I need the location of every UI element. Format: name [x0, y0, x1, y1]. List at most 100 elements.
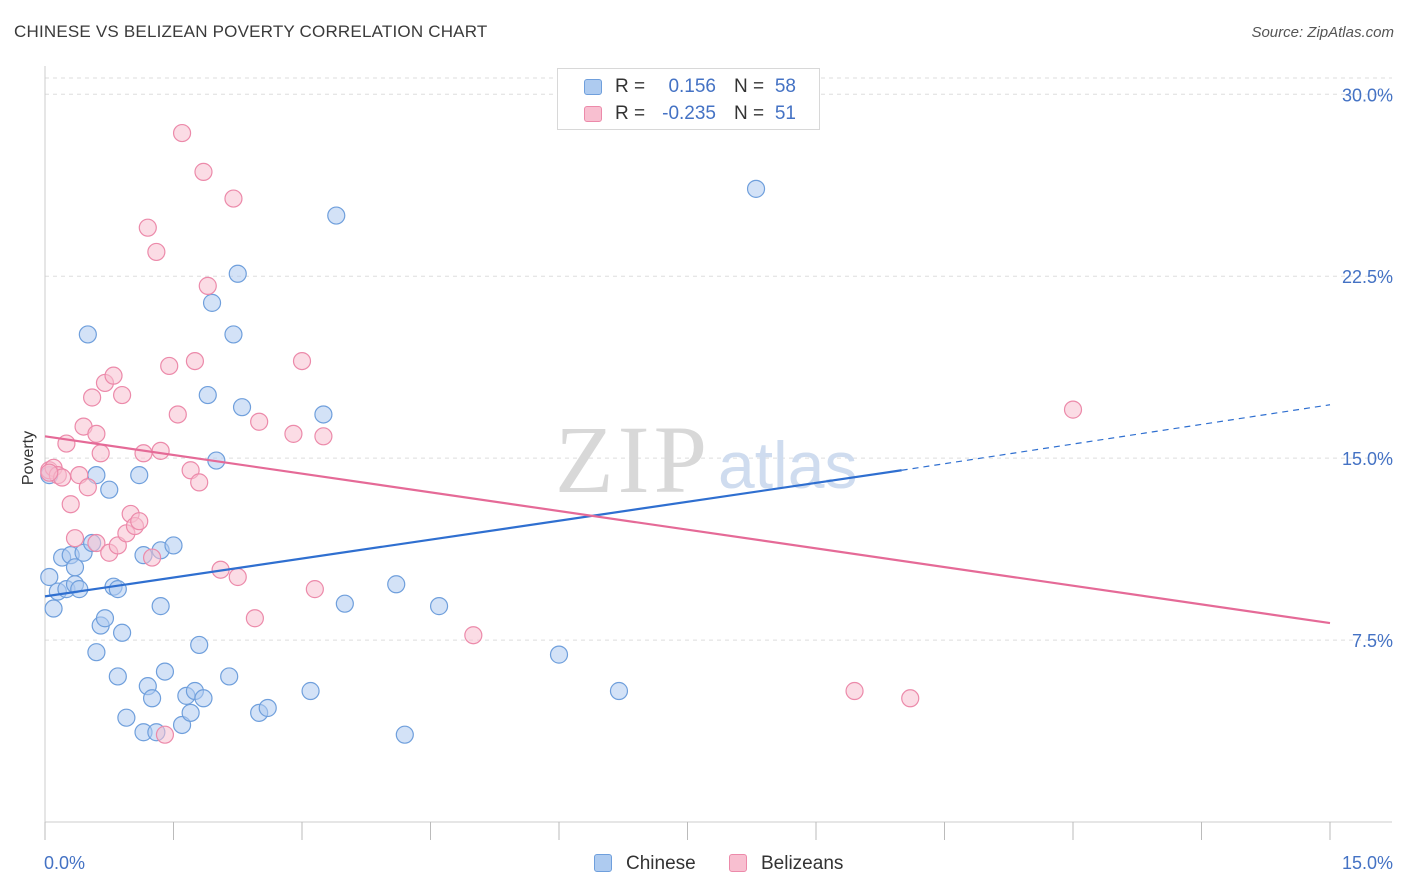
belizean-point	[87, 424, 106, 443]
chinese-point	[142, 689, 162, 708]
chinese-point	[65, 558, 85, 577]
chinese-point	[429, 597, 449, 616]
belizean-point	[901, 689, 920, 708]
x-tick-label: 0.0%	[44, 853, 85, 873]
belizean-point	[65, 529, 85, 548]
x-tick-label: 15.0%	[1342, 853, 1393, 873]
y-tick-label: 15.0%	[1342, 449, 1393, 469]
chinese-point	[190, 635, 209, 655]
chinese-point	[108, 667, 127, 686]
chinese-swatch	[594, 854, 612, 872]
belizean-point	[172, 123, 192, 143]
n-value: 58	[774, 76, 796, 97]
belizean-point	[224, 189, 243, 208]
r-value: 0.156	[668, 76, 716, 97]
belizean-swatch	[729, 854, 747, 872]
belizean-swatch	[584, 106, 602, 122]
watermark-atlas: atlas	[718, 428, 857, 502]
belizean-point	[91, 444, 110, 463]
y-tick-label: 30.0%	[1342, 85, 1393, 105]
chinese-point	[198, 385, 217, 405]
r-label: R =	[615, 103, 646, 124]
chinese-trendline-extension	[901, 404, 1331, 471]
chinese-point	[232, 398, 252, 417]
chinese-point	[258, 698, 277, 718]
chinese-point	[164, 536, 183, 555]
chinese-point	[335, 594, 354, 613]
belizean-point	[104, 366, 123, 385]
n-label: N =	[734, 76, 765, 97]
stats-legend: R = 0.156 N = 58 R = -0.235 N = 51	[557, 68, 820, 130]
belizean-point	[292, 351, 312, 371]
belizean-point	[87, 533, 106, 553]
chinese-point	[112, 623, 132, 642]
chinese-point	[202, 293, 222, 312]
chinese-point	[44, 599, 63, 618]
belizean-point	[245, 609, 264, 628]
chinese-point	[746, 179, 766, 198]
belizean-trendline	[44, 435, 1331, 625]
chinese-point	[151, 597, 170, 616]
chinese-point	[609, 681, 629, 701]
chinese-point	[228, 264, 247, 283]
belizean-point	[185, 351, 205, 371]
belizean-point	[134, 444, 153, 463]
belizean-point	[78, 478, 97, 497]
chinese-trendline	[44, 469, 902, 598]
chinese-point	[40, 567, 59, 587]
r-value: -0.235	[662, 103, 716, 124]
y-tick-label: 22.5%	[1342, 267, 1393, 287]
chinese-point	[87, 643, 106, 662]
belizean-point	[250, 412, 269, 431]
chinese-point	[549, 645, 569, 664]
y-tick-label: 7.5%	[1352, 631, 1393, 651]
y-axis-label: Poverty	[20, 431, 37, 485]
chinese-point	[70, 580, 89, 599]
belizean-point	[845, 681, 864, 701]
belizean-point	[190, 473, 209, 492]
chinese-point	[395, 725, 414, 744]
belizean-point	[61, 495, 80, 514]
chinese-point	[100, 480, 119, 499]
watermark-zip: ZIP	[555, 406, 711, 513]
belizean-point	[83, 388, 102, 407]
n-label: N =	[734, 103, 765, 124]
belizean-point	[198, 276, 217, 295]
chinese-point	[224, 325, 243, 344]
chinese-point	[117, 708, 136, 727]
legend-label-belizeans: Belizeans	[761, 853, 844, 874]
trendlines	[44, 404, 1331, 625]
chinese-swatch	[584, 79, 602, 95]
y-tick-labels: 7.5% 15.0% 22.5% 30.0%	[1342, 85, 1393, 651]
belizean-point	[40, 463, 59, 482]
chinese-point	[387, 575, 406, 594]
chinese-point	[194, 689, 213, 708]
gridlines	[45, 77, 1392, 641]
belizean-point	[168, 405, 187, 424]
r-label: R =	[615, 76, 646, 97]
chinese-point	[155, 662, 175, 681]
belizean-point	[464, 626, 483, 645]
belizean-point	[305, 580, 324, 599]
chinese-point	[108, 580, 127, 599]
belizean-point	[142, 548, 162, 567]
chinese-point	[78, 325, 97, 344]
chinese-point	[327, 206, 346, 225]
chinese-point	[95, 609, 115, 628]
belizean-point	[138, 218, 157, 237]
stats-legend-row-belizean: R = -0.235 N = 51	[558, 101, 819, 127]
x-tick-labels: 0.0% 15.0%	[44, 853, 1393, 873]
belizean-point	[147, 242, 166, 262]
belizean-point	[228, 567, 247, 587]
legend-label-chinese: Chinese	[626, 853, 696, 874]
belizean-point	[1063, 400, 1083, 419]
chinese-point	[301, 681, 320, 701]
axes	[44, 66, 1392, 840]
watermark: ZIP atlas	[555, 406, 857, 513]
belizean-point	[284, 424, 303, 443]
belizean-point	[130, 512, 149, 531]
belizean-point	[194, 162, 213, 181]
source-label: Source: ZipAtlas.com	[1251, 24, 1394, 41]
chinese-point	[314, 405, 333, 424]
